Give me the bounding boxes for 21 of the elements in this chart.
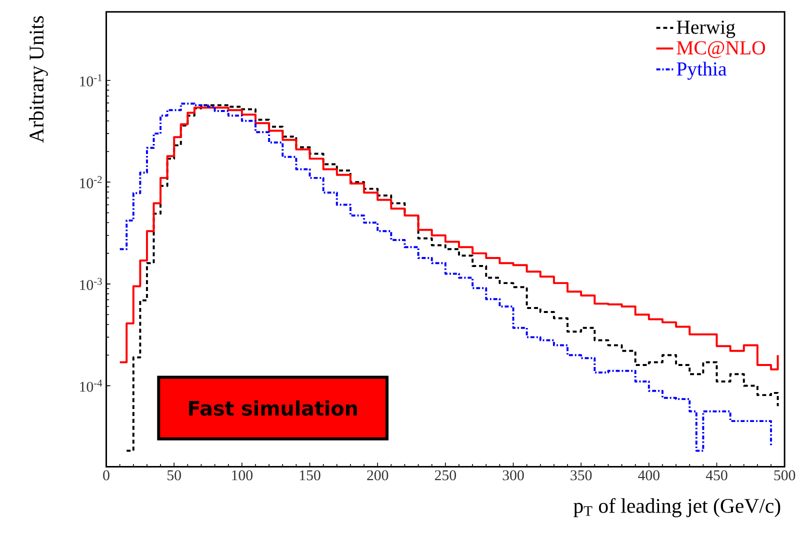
y-axis-title: Arbitrary Units xyxy=(28,16,48,143)
x-tick-label: 500 xyxy=(774,470,796,480)
y-tick-label: 10$^{-3}$ xyxy=(80,278,102,290)
x-tick-label: 100 xyxy=(232,470,252,480)
x-tick-label: 350 xyxy=(570,470,592,480)
x-tick-label: 0 xyxy=(103,470,110,480)
x-tick-label: 400 xyxy=(638,470,660,480)
y-tick-label: 10$^{-4}$ xyxy=(80,380,102,392)
x-tick-label: 200 xyxy=(367,470,388,480)
y-tick-label: 10$^{-2}$ xyxy=(80,176,102,188)
x-axis-title: p$_{T}$ of leading jet (GeV/c) xyxy=(574,498,780,518)
legend-label: Herwig xyxy=(676,20,736,38)
legend-label: Pythia xyxy=(676,62,726,80)
x-tick-label: 300 xyxy=(502,470,524,480)
x-tick-label: 150 xyxy=(300,470,320,480)
y-tick-label: 10$^{-1}$ xyxy=(80,74,102,86)
x-tick-label: 50 xyxy=(168,470,181,480)
legend-label: MC@NLO xyxy=(676,41,766,58)
x-tick-label: 450 xyxy=(706,470,728,480)
x-tick-label: 250 xyxy=(434,470,456,480)
annotation: Fast simulation xyxy=(189,400,357,416)
